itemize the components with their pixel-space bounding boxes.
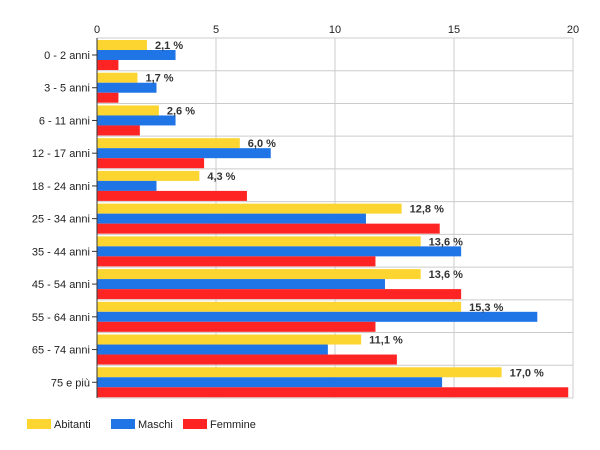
bar-abitanti-7	[97, 269, 421, 280]
data-label: 4,3 %	[207, 171, 235, 183]
bar-abitanti-5	[97, 203, 402, 214]
bar-maschi-0	[97, 50, 176, 60]
bar-abitanti-4	[97, 170, 200, 181]
category-label: 65 - 74 anni	[32, 345, 90, 357]
bar-abitanti-10	[97, 367, 502, 378]
legend-swatch-maschi	[111, 419, 135, 429]
bar-abitanti-3	[97, 138, 240, 149]
bar-maschi-2	[97, 115, 176, 126]
data-label: 2,6 %	[167, 105, 195, 117]
bar-femmine-4	[97, 190, 247, 201]
bar-abitanti-1	[97, 72, 138, 83]
bar-femmine-6	[97, 256, 376, 267]
data-label: 1,7 %	[145, 73, 173, 85]
legend-label-abitanti: Abitanti	[54, 419, 91, 431]
bar-femmine-5	[97, 223, 440, 234]
legend-label-femmine: Femmine	[210, 419, 256, 431]
bar-abitanti-0	[97, 40, 147, 50]
bar-abitanti-9	[97, 334, 362, 345]
bar-maschi-7	[97, 279, 385, 290]
bar-femmine-0	[97, 60, 119, 70]
bar-maschi-3	[97, 148, 271, 159]
category-label: 35 - 44 anni	[32, 246, 90, 258]
bar-maschi-1	[97, 82, 157, 93]
bar-maschi-8	[97, 311, 538, 322]
data-label: 15,3 %	[469, 302, 503, 314]
category-label: 18 - 24 anni	[32, 181, 90, 193]
category-label: 0 - 2 anni	[44, 50, 90, 62]
bar-layer	[97, 40, 569, 398]
x-tick-label: 5	[213, 24, 219, 36]
x-tick-label: 0	[94, 24, 100, 36]
bar-femmine-3	[97, 158, 205, 169]
grid-layer	[96, 37, 574, 399]
category-label: 3 - 5 anni	[44, 83, 90, 95]
category-label: 25 - 34 anni	[32, 214, 90, 226]
data-label: 17,0 %	[510, 367, 544, 379]
category-label: 12 - 17 anni	[32, 148, 90, 160]
x-tick-label: 15	[448, 24, 460, 36]
data-label: 11,1 %	[369, 335, 403, 347]
legend-swatch-abitanti	[27, 419, 51, 429]
category-label: 55 - 64 anni	[32, 312, 90, 324]
bar-abitanti-2	[97, 105, 159, 116]
bar-maschi-9	[97, 344, 328, 355]
bar-femmine-2	[97, 125, 140, 136]
legend-label-maschi: Maschi	[138, 419, 173, 431]
bar-abitanti-8	[97, 301, 462, 312]
bar-femmine-7	[97, 289, 462, 300]
bar-abitanti-6	[97, 236, 421, 247]
data-label: 13,6 %	[429, 236, 463, 248]
bar-femmine-9	[97, 354, 397, 365]
bar-maschi-5	[97, 213, 366, 224]
bar-femmine-10	[97, 387, 569, 398]
data-label: 6,0 %	[248, 138, 276, 150]
data-label: 12,8 %	[410, 204, 444, 216]
bar-femmine-1	[97, 92, 119, 103]
x-tick-label: 10	[329, 24, 341, 36]
bar-maschi-6	[97, 246, 462, 257]
legend: Abitanti Maschi Femmine	[27, 419, 256, 431]
bar-maschi-10	[97, 377, 443, 388]
label-layer: 2,1 % 1,7 % 2,6 % 6,0 % 4,3 % 12,8 % 13,6 % 13,…	[145, 40, 544, 379]
bar-maschi-4	[97, 180, 157, 191]
x-tick-label: 20	[567, 24, 579, 36]
category-label: 45 - 54 anni	[32, 279, 90, 291]
category-label: 75 e più	[51, 377, 90, 389]
bar-femmine-8	[97, 321, 376, 332]
axis-layer: 0 5 10 15 20 0 - 2 anni 3 - 5 anni 6 - 11 anni 1…	[32, 24, 579, 398]
data-label: 13,6 %	[429, 269, 463, 281]
legend-swatch-femmine	[183, 419, 207, 429]
category-label: 6 - 11 anni	[39, 115, 90, 127]
data-label: 2,1 %	[155, 40, 183, 52]
